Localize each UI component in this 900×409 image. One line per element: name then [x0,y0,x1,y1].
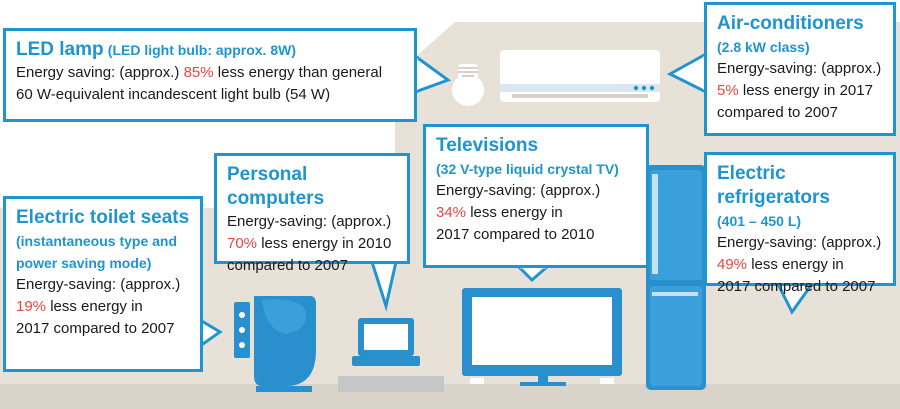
fridge-suffix: less energy in [747,256,844,273]
air-conditioner-icon [500,50,660,102]
fridge-percent: 49% [717,256,748,273]
tv-suffix: less energy in [466,204,563,221]
aircon-subtitle: (2.8 kW class) [717,39,810,55]
toilet-title: Electric toilet seats [16,207,190,228]
led-line-2: 60 W-equivalent incandescent light bulb … [16,86,331,103]
electric-refrigerators-callout: Electric refrigerators (401 – 450 L) Ene… [704,152,896,295]
electric-toilet-seats-callout: Electric toilet seats (instantaneous typ… [3,196,203,372]
fridge-line-3: 2017 compared to 2007 [717,278,876,295]
tv-title: Televisions [436,135,539,156]
aircon-line-3: compared to 2007 [717,104,838,121]
toilet-subtitle-2: power saving mode) [16,255,152,271]
fridge-line-2: 49% less energy in [717,254,883,276]
television-icon [462,288,622,386]
toilet-suffix: less energy in [46,298,143,315]
pc-line-2: 70% less energy in 2010 [227,233,397,255]
toilet-seat-icon [234,296,316,392]
fridge-title: Electric refrigerators [717,163,830,208]
aircon-line-2: 5% less energy in 2017 [717,80,883,102]
aircon-percent: 5% [717,82,739,99]
tv-subtitle: (32 V-type liquid crystal TV) [436,161,619,177]
fridge-line-1: Energy-saving: (approx.) [717,234,882,251]
pc-line-1: Energy-saving: (approx.) [227,213,392,230]
light-bulb-icon [452,64,484,106]
tv-line-3: 2017 compared to 2010 [436,226,595,243]
floor [0,384,900,409]
laptop-icon [338,318,444,392]
tv-percent: 34% [436,204,467,221]
toilet-subtitle-1: (instantaneous type and [16,233,178,249]
pc-line-3: compared to 2007 [227,257,348,274]
air-conditioners-callout: Air-conditioners (2.8 kW class) Energy-s… [704,2,896,136]
refrigerator-icon [646,165,706,390]
aircon-title: Air-conditioners [717,13,864,34]
televisions-callout: Televisions (32 V-type liquid crystal TV… [423,124,649,268]
led-title-line: LED lamp (LED light bulb: approx. 8W) [16,38,404,62]
led-lamp-callout: LED lamp (LED light bulb: approx. 8W) En… [3,28,417,122]
pc-title: Personal computers [227,164,325,209]
fridge-subtitle: (401 – 450 L) [717,213,802,229]
toilet-percent: 19% [16,298,47,315]
led-prefix: Energy saving: (approx.) [16,64,184,81]
led-suffix: less energy than general [213,64,383,81]
toilet-line-2: 19% less energy in [16,296,190,318]
led-percent: 85% [183,64,214,81]
tv-line-2: 34% less energy in [436,202,636,224]
toilet-line-1: Energy-saving: (approx.) [16,276,181,293]
led-line-1: Energy saving: (approx.) 85% less energy… [16,62,404,84]
led-subtitle: (LED light bulb: approx. 8W) [107,42,296,58]
personal-computers-callout: Personal computers Energy-saving: (appro… [214,153,410,274]
aircon-suffix: less energy in 2017 [738,82,873,99]
toilet-line-3: 2017 compared to 2007 [16,320,175,337]
pc-suffix: less energy in 2010 [257,235,392,252]
aircon-line-1: Energy-saving: (approx.) [717,60,882,77]
pc-percent: 70% [227,235,258,252]
led-title: LED lamp [16,39,104,60]
tv-line-1: Energy-saving: (approx.) [436,182,601,199]
